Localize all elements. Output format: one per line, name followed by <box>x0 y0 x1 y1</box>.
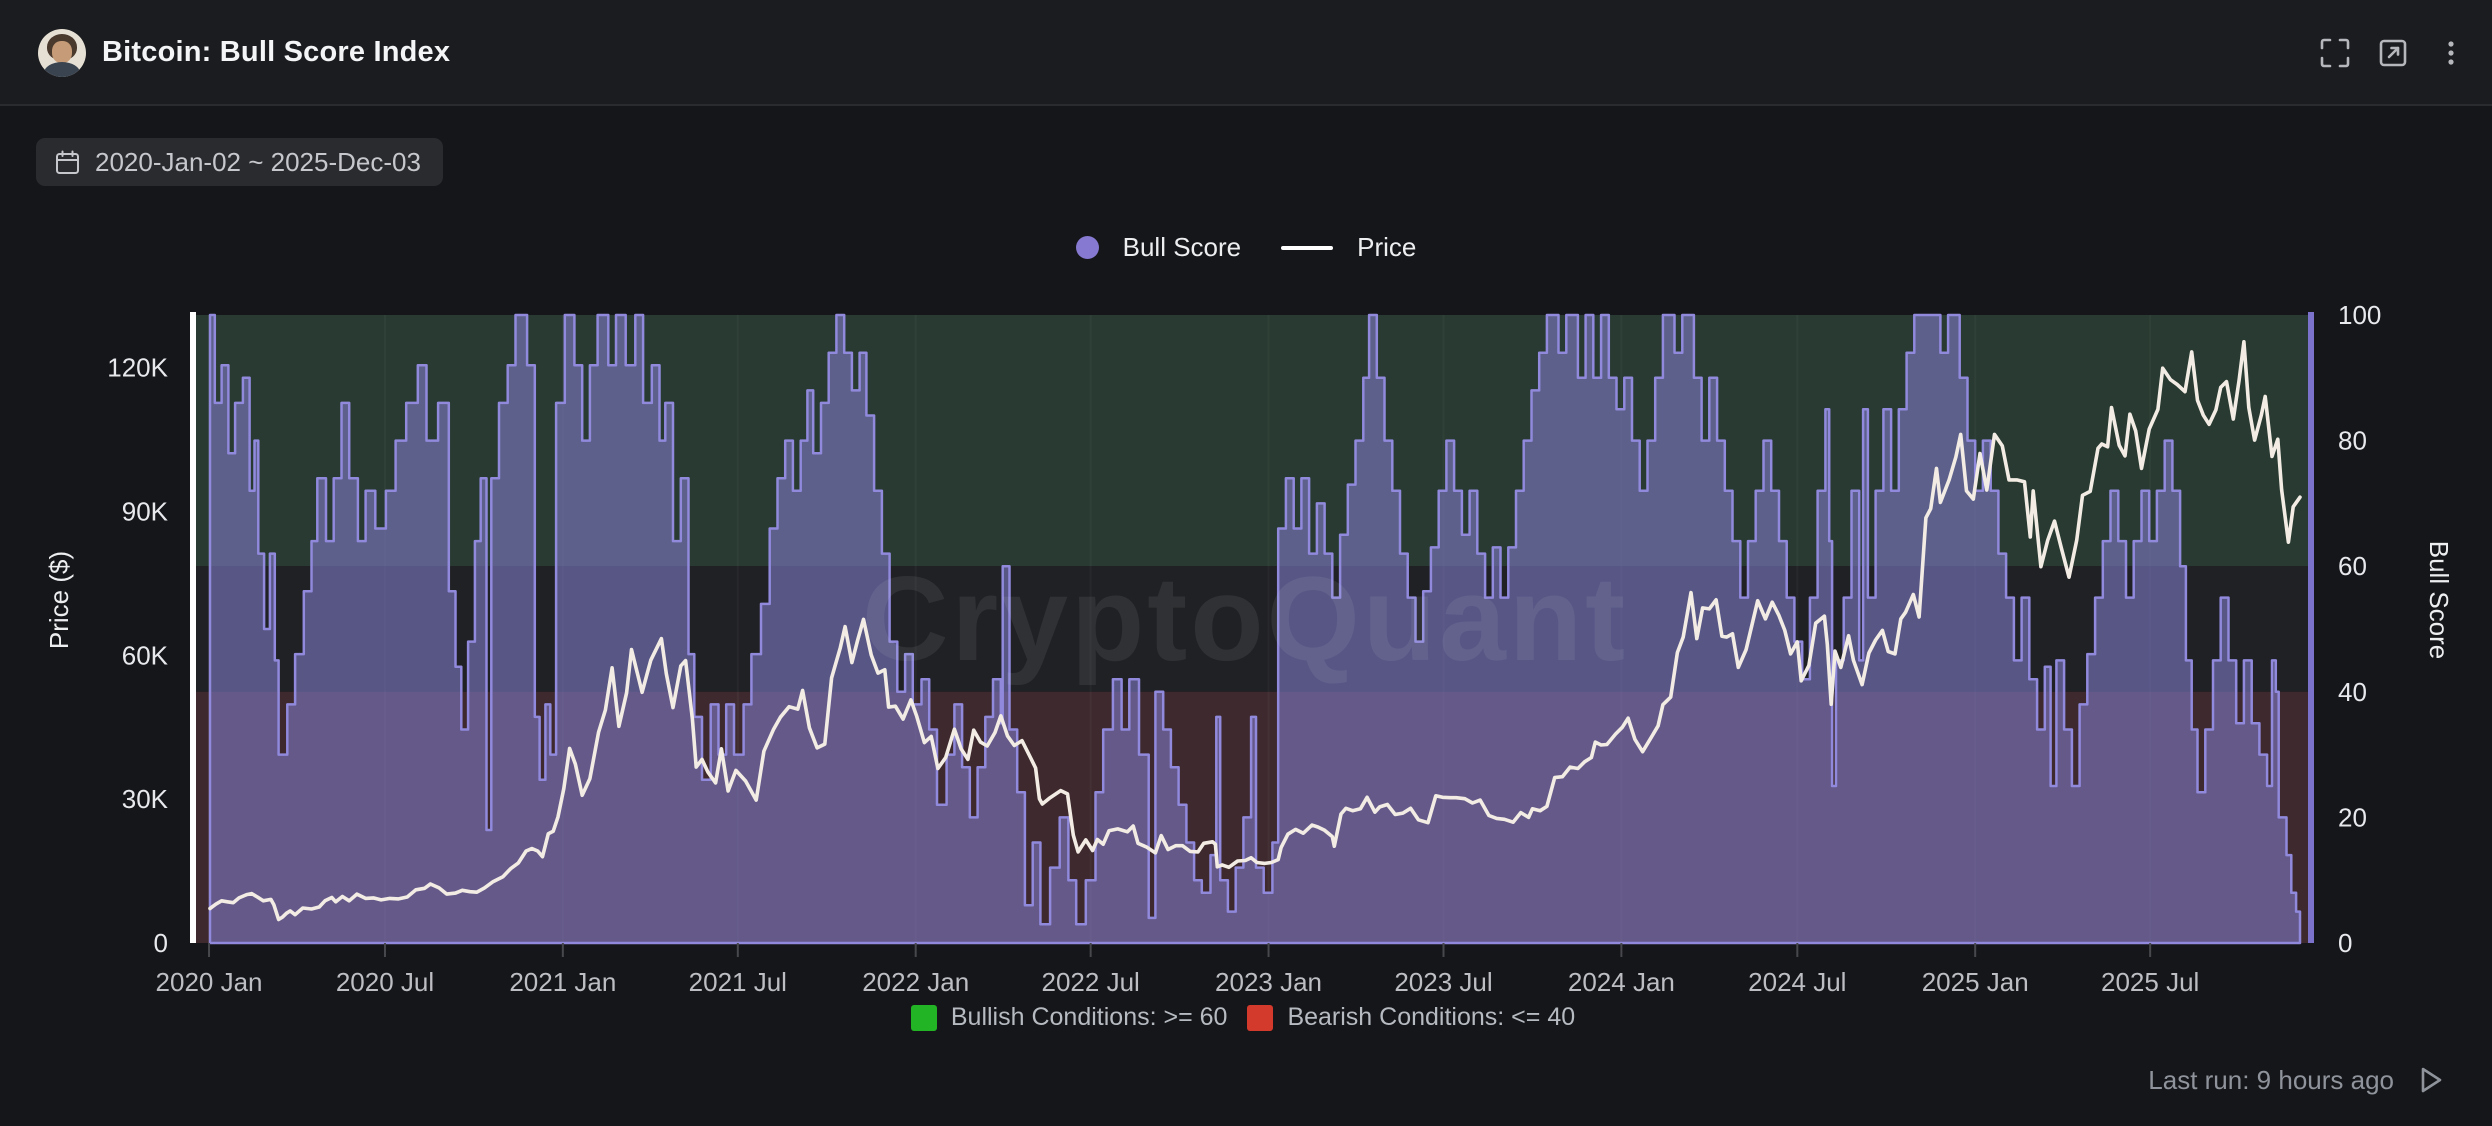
fullscreen-button[interactable] <box>2318 36 2352 70</box>
watermark: CryptoQuant <box>862 552 1628 686</box>
legend-bull-score-label: Bull Score <box>1122 232 1242 262</box>
play-icon <box>2421 1067 2442 1093</box>
svg-text:2020 Jan: 2020 Jan <box>156 967 263 997</box>
svg-text:60: 60 <box>2338 551 2367 581</box>
svg-text:2023 Jul: 2023 Jul <box>1394 967 1492 997</box>
price-line <box>208 340 2302 922</box>
svg-text:90K: 90K <box>122 497 169 527</box>
svg-text:0: 0 <box>2338 928 2352 958</box>
svg-text:40: 40 <box>2338 677 2367 707</box>
svg-text:30K: 30K <box>122 784 169 814</box>
svg-text:2023 Jan: 2023 Jan <box>1215 967 1322 997</box>
right-axis-line <box>2308 312 2314 943</box>
open-external-button[interactable] <box>2376 36 2410 70</box>
bullish-condition-label: Bullish Conditions: >= 60 <box>950 1003 1228 1031</box>
bearish-condition-label: Bearish Conditions: <= 40 <box>1287 1003 1576 1031</box>
svg-text:120K: 120K <box>107 353 168 383</box>
fullscreen-icon <box>2320 38 2350 68</box>
price-axis-ticks: 0 30K 60K 90K 120K <box>107 353 168 958</box>
svg-text:2021 Jul: 2021 Jul <box>689 967 787 997</box>
bull-score-axis-title: Bull Score <box>2424 541 2454 660</box>
date-range-chip[interactable]: 2020-Jan-02 ~ 2025-Dec-03 <box>36 138 443 186</box>
svg-text:2022 Jul: 2022 Jul <box>1042 967 1140 997</box>
chart-legend: Bull Score Price <box>0 232 2492 263</box>
legend-price-label: Price <box>1357 232 1417 262</box>
condition-legend: Bullish Conditions: >= 60 Bearish Condit… <box>0 1003 2492 1032</box>
kebab-menu-button[interactable] <box>2434 36 2468 70</box>
header: Bitcoin: Bull Score Index <box>0 0 2492 106</box>
svg-text:2025 Jul: 2025 Jul <box>2101 967 2199 997</box>
page-title: Bitcoin: Bull Score Index <box>102 36 451 68</box>
calendar-icon <box>56 150 79 174</box>
date-range-label: 2020-Jan-02 ~ 2025-Dec-03 <box>95 146 421 177</box>
svg-text:0: 0 <box>154 928 168 958</box>
avatar-torso <box>44 62 80 77</box>
svg-text:2021 Jan: 2021 Jan <box>509 967 616 997</box>
svg-text:2024 Jul: 2024 Jul <box>1748 967 1846 997</box>
x-axis: 2020 Jan 2020 Jul 2021 Jan 2021 Jul 2022 Jan… <box>156 943 2199 997</box>
svg-text:100: 100 <box>2338 300 2381 330</box>
bull-score-axis-ticks: 0 20 40 60 80 100 <box>2338 300 2381 958</box>
last-run-status: Last run: 9 hours ago <box>2148 1064 2394 1095</box>
legend-item-bull-score[interactable]: Bull Score <box>1075 232 1242 263</box>
avatar-face <box>52 41 72 63</box>
svg-text:2020 Jul: 2020 Jul <box>336 967 434 997</box>
price-axis-title: Price ($) <box>44 551 74 649</box>
svg-text:2024 Jan: 2024 Jan <box>1568 967 1675 997</box>
svg-text:20: 20 <box>2338 802 2367 832</box>
bullish-swatch-icon <box>910 1004 937 1031</box>
bull-score-area <box>208 313 2302 945</box>
open-external-icon <box>2379 39 2407 67</box>
price-line-icon <box>1281 245 1334 250</box>
svg-text:2022 Jan: 2022 Jan <box>862 967 969 997</box>
kebab-menu-icon <box>2448 41 2454 65</box>
bearish-swatch-icon <box>1247 1004 1274 1031</box>
svg-text:2025 Jan: 2025 Jan <box>1922 967 2029 997</box>
legend-item-price[interactable]: Price <box>1281 232 1416 263</box>
left-axis-line <box>190 312 196 943</box>
svg-text:60K: 60K <box>122 640 169 670</box>
svg-text:80: 80 <box>2338 426 2367 456</box>
bull-score-dot-icon <box>1075 236 1099 259</box>
footer: Last run: 9 hours ago <box>2148 1062 2448 1098</box>
run-button[interactable] <box>2412 1062 2448 1098</box>
avatar[interactable] <box>38 29 86 77</box>
